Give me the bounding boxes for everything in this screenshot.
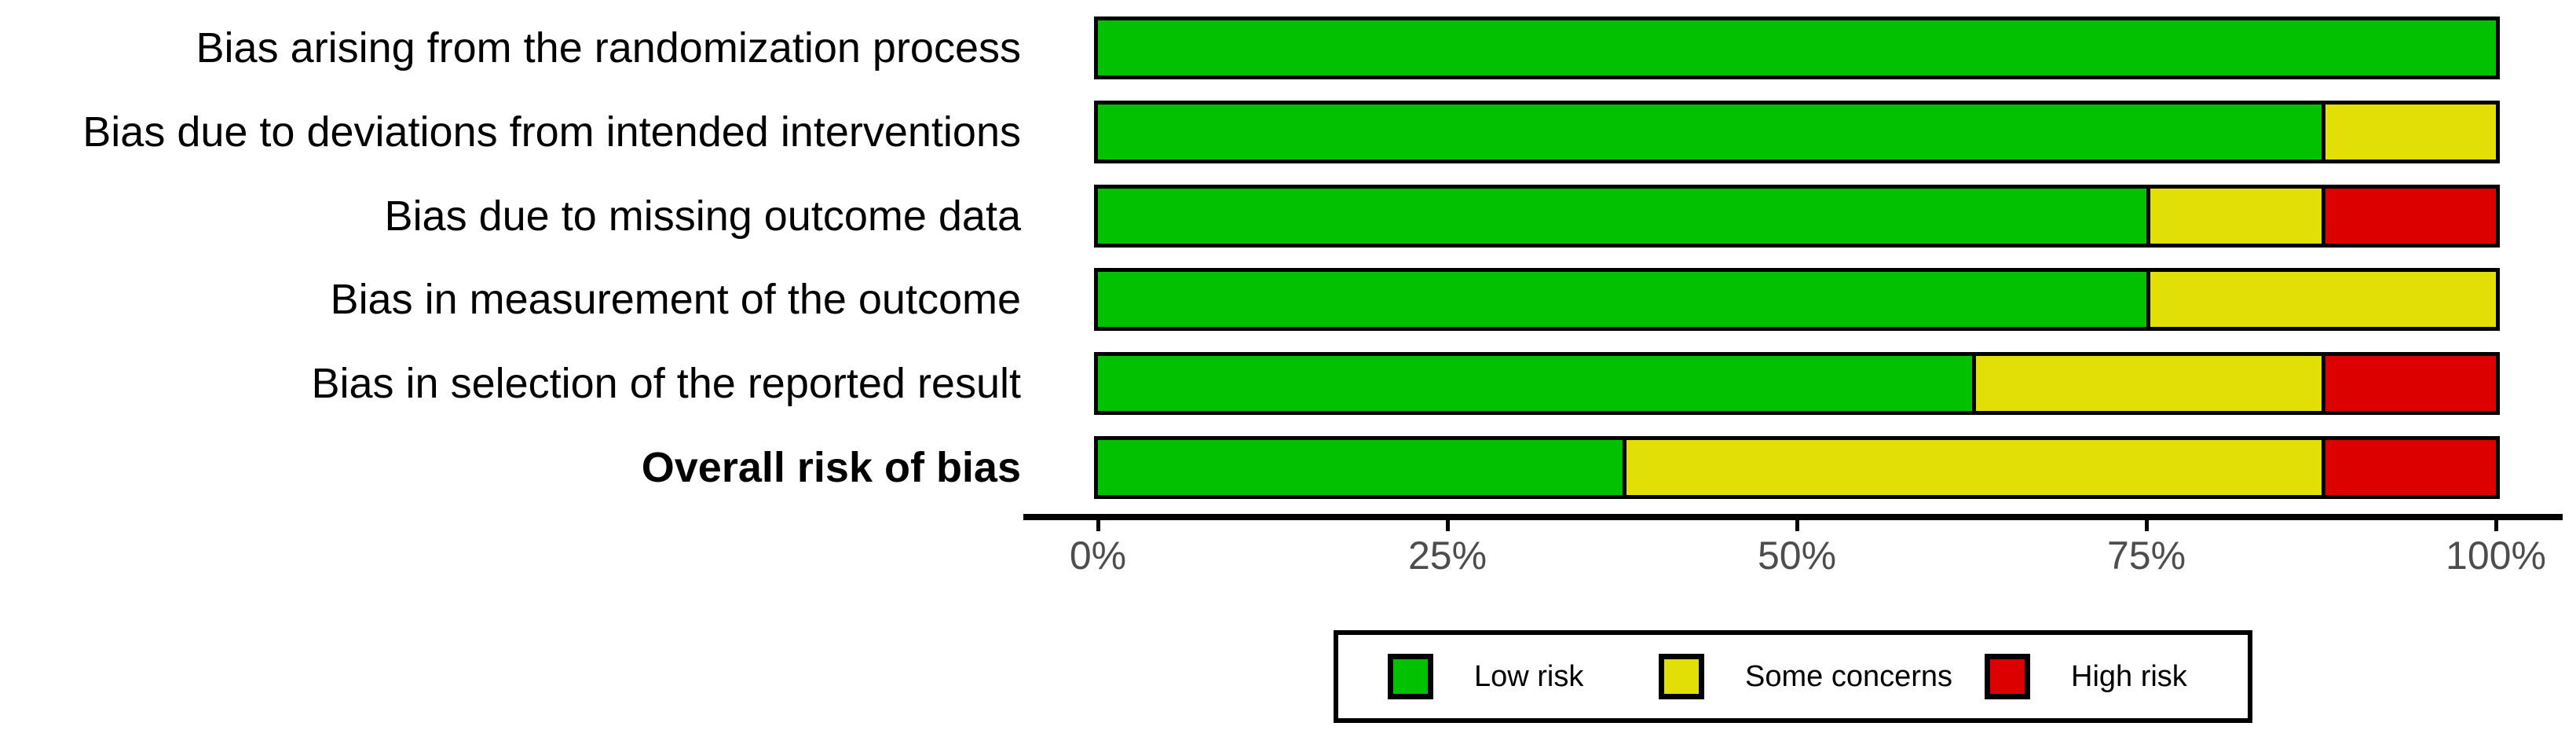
legend-label-high-risk: High risk: [2071, 659, 2187, 693]
segment-some-concerns: [2146, 272, 2496, 327]
bar-row-bias-arising-from-the-randomization-process: [1094, 17, 2500, 79]
category-label-bias-in-measurement-of-the-outcome: Bias in measurement of the outcome: [330, 276, 1021, 323]
category-label-bias-arising-from-the-randomization-process: Bias arising from the randomization proc…: [196, 24, 1021, 72]
x-axis-tick-mark-25-: [1446, 520, 1450, 531]
legend-item-low-risk: Low risk: [1388, 635, 1583, 718]
segment-low-risk: [1098, 105, 2322, 160]
bar-row-overall-risk-of-bias: [1094, 436, 2500, 499]
category-label-bias-due-to-missing-outcome-data: Bias due to missing outcome data: [384, 193, 1021, 240]
segment-high-risk: [2321, 356, 2496, 411]
segment-low-risk: [1098, 20, 2496, 75]
legend-swatch-some-concerns: [1659, 654, 1704, 699]
category-label-overall-risk-of-bias: Overall risk of bias: [641, 444, 1021, 491]
category-label-bias-due-to-deviations-from-intended-interventions: Bias due to deviations from intended int…: [82, 108, 1021, 156]
legend-item-high-risk: High risk: [1985, 635, 2187, 718]
segment-low-risk: [1098, 189, 2146, 244]
bar-row-bias-in-selection-of-the-reported-result: [1094, 352, 2500, 415]
x-axis-line: [1023, 514, 2563, 520]
x-axis-tick-label-100-: 100%: [2446, 534, 2546, 578]
segment-some-concerns: [1622, 440, 2322, 495]
segment-some-concerns: [1971, 356, 2322, 411]
x-axis-tick-mark-0-: [1096, 520, 1100, 531]
category-label-bias-in-selection-of-the-reported-result: Bias in selection of the reported result: [311, 360, 1022, 407]
legend-swatch-high-risk: [1985, 654, 2030, 699]
x-axis-tick-label-75-: 75%: [2106, 534, 2186, 578]
legend-label-low-risk: Low risk: [1474, 659, 1584, 693]
segment-low-risk: [1098, 356, 1972, 411]
x-axis-tick-mark-75-: [2145, 520, 2149, 531]
legend-item-some-concerns: Some concerns: [1659, 635, 1952, 718]
segment-some-concerns: [2321, 105, 2496, 160]
bar-row-bias-due-to-missing-outcome-data: [1094, 185, 2500, 248]
bar-row-bias-due-to-deviations-from-intended-interventions: [1094, 101, 2500, 163]
legend-label-some-concerns: Some concerns: [1745, 659, 1953, 693]
segment-low-risk: [1098, 440, 1623, 495]
segment-low-risk: [1098, 272, 2146, 327]
x-axis-tick-label-25-: 25%: [1407, 534, 1487, 578]
legend-box: Low risk Some concerns High risk: [1334, 630, 2252, 723]
x-axis-tick-label-0-: 0%: [1069, 534, 1127, 578]
x-axis-tick-mark-50-: [1795, 520, 1799, 531]
x-axis-tick-mark-100-: [2494, 520, 2498, 531]
legend-swatch-low-risk: [1388, 654, 1433, 699]
bar-row-bias-in-measurement-of-the-outcome: [1094, 268, 2500, 331]
segment-some-concerns: [2146, 189, 2322, 244]
x-axis-tick-label-50-: 50%: [1757, 534, 1837, 578]
segment-high-risk: [2321, 440, 2496, 495]
segment-high-risk: [2321, 189, 2496, 244]
